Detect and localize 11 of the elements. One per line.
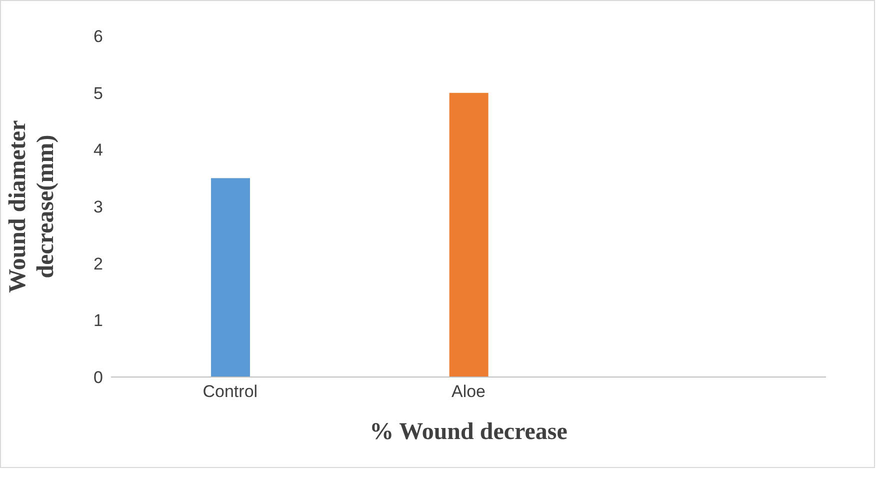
y-tick-label: 2	[94, 254, 103, 274]
y-tick-label: 1	[94, 311, 103, 330]
y-tick-label: 3	[94, 198, 103, 217]
x-axis-title: % Wound decrease	[370, 419, 568, 445]
y-axis-title: Wound diameter decrease(mm)	[5, 120, 59, 293]
y-tick-label: 6	[94, 27, 103, 46]
y-tick-label: 0	[94, 368, 103, 388]
y-tick-label: 4	[94, 140, 103, 160]
x-tick-label: Aloe	[451, 382, 486, 402]
x-tick-label: Control	[202, 382, 258, 402]
y-tick-label: 5	[94, 84, 103, 103]
